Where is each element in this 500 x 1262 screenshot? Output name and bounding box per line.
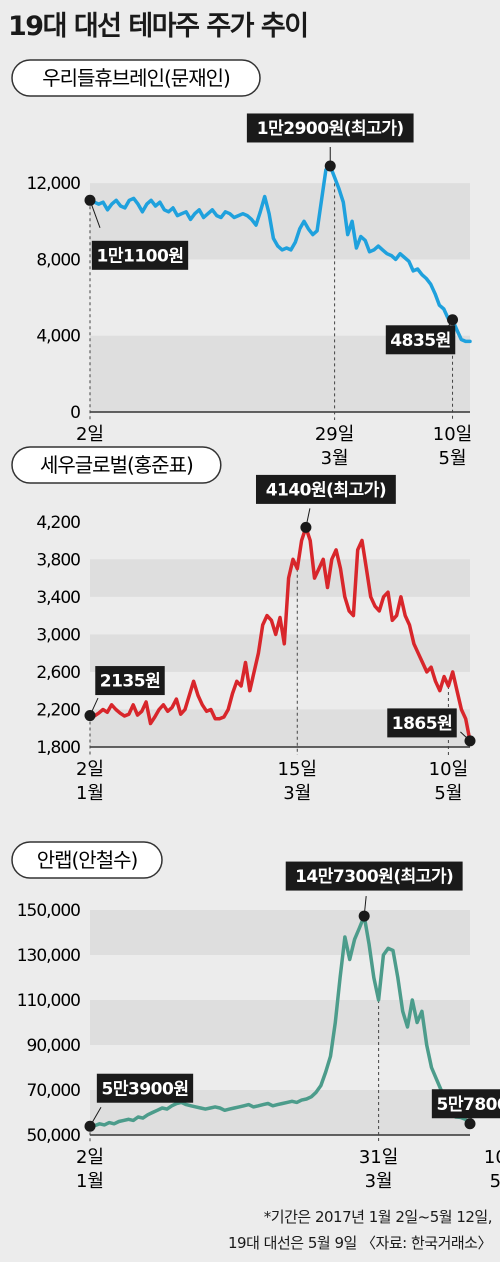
x-tick-month: 5월 — [439, 448, 467, 469]
x-tick-day: 2일 — [76, 424, 104, 445]
x-tick-day: 2일 — [76, 1147, 104, 1168]
footnote-line-1: *기간은 2017년 1월 2일~5월 12일, — [263, 1208, 493, 1226]
panel-title-pill — [11, 841, 163, 879]
annotation-marker — [84, 1120, 96, 1132]
annotation-marker — [84, 710, 96, 722]
annotation-label-text: 5만7800원 — [437, 1095, 500, 1115]
y-tick-label: 4,200 — [36, 513, 80, 533]
x-tick-day: 15일 — [278, 759, 317, 780]
annotation-label-bg — [95, 666, 165, 696]
annotation-marker — [300, 521, 312, 533]
annotation-label-bg — [431, 1089, 500, 1119]
x-tick-month: 3월 — [321, 448, 349, 469]
annotation-label-text: 2135원 — [100, 672, 160, 692]
grid-band — [90, 634, 470, 672]
series-line — [88, 525, 472, 743]
x-tick-month: 1월 — [76, 1171, 104, 1192]
x-tick-day: 29일 — [315, 424, 354, 445]
page-title: 19대 대선 테마주 주가 추이 — [8, 11, 309, 42]
annotation-marker — [464, 735, 476, 747]
x-tick-month: 5월 — [434, 783, 462, 804]
x-tick-day: 10일 — [433, 424, 472, 445]
annotation-label-bg — [385, 325, 456, 355]
y-tick-label: 50,000 — [27, 1126, 81, 1146]
x-tick-day: 2일 — [76, 759, 104, 780]
footnote-line-2: 19대 대선은 5월 9일 〈자료: 한국거래소〉 — [228, 1234, 492, 1252]
annotation-marker — [324, 160, 336, 172]
x-tick-month: 3월 — [283, 783, 311, 804]
y-tick-label: 3,000 — [36, 625, 80, 645]
panel-title: 세우글로벌(홍준표) — [40, 453, 193, 477]
x-tick-day: 31일 — [359, 1147, 398, 1168]
x-tick-day: 10일 — [484, 1147, 500, 1168]
annotation-marker — [84, 194, 96, 206]
y-tick-label: 3,800 — [36, 550, 80, 570]
chart-panel-ahn: 안랩(안철수) 50,000 70,000 90,000 110,000 130,000 1… — [11, 841, 500, 1192]
y-tick-label: 70,000 — [27, 1081, 81, 1101]
chart-panel-moon: 우리들휴브레인(문재인)04,0008,00012,0002일1월29일3월10… — [11, 59, 472, 469]
x-tick-month: 5월 — [490, 1171, 500, 1192]
annotation-label-text: 5만3900원 — [102, 1079, 189, 1099]
y-tick-label: 3,400 — [36, 588, 80, 608]
annotation-marker — [447, 314, 459, 326]
x-tick-day: 10일 — [429, 759, 468, 780]
annotation-label-text: 4140원(최고가) — [266, 481, 386, 501]
chart-panel-hong: 세우글로벌(홍준표) 1,800 2,200 2,600 3,000 3,400 3,800… — [11, 446, 476, 804]
annotation-label-bg — [96, 1073, 194, 1103]
annotation-label-bg — [255, 474, 396, 504]
y-tick-label: 110,000 — [17, 991, 80, 1011]
annotation-label-text: 1865원 — [392, 714, 452, 734]
panel-title-pill — [11, 59, 261, 97]
y-tick-label: 8,000 — [36, 250, 80, 270]
y-tick-label: 130,000 — [17, 946, 80, 966]
annotation-label-text: 4835원 — [390, 331, 450, 351]
y-tick-label: 12,000 — [27, 174, 81, 194]
y-tick-label: 0 — [70, 403, 80, 423]
annotation-label-bg — [246, 113, 414, 143]
grid-band — [90, 559, 470, 597]
annotation-marker — [358, 910, 370, 922]
annotation-label-bg — [387, 708, 457, 738]
annotation-label-bg — [285, 861, 463, 891]
y-tick-label: 2,600 — [36, 663, 80, 683]
annotation-label-text: 1만2900원(최고가) — [257, 119, 404, 139]
y-tick-label: 4,000 — [36, 327, 80, 347]
y-tick-label: 2,200 — [36, 700, 80, 720]
series-line — [88, 164, 472, 344]
panel-title-pill — [11, 446, 222, 484]
x-tick-month: 3월 — [365, 1171, 393, 1192]
y-tick-label: 150,000 — [17, 901, 80, 921]
panel-title: 우리들휴브레인(문재인) — [42, 66, 230, 90]
grid-band — [90, 910, 470, 955]
annotation-label-bg — [91, 240, 189, 270]
annotation-label-text: 14만7300원(최고가) — [295, 867, 453, 887]
y-tick-label: 90,000 — [27, 1036, 81, 1056]
series-line — [88, 914, 472, 1128]
panel-title: 안랩(안철수) — [37, 848, 138, 872]
x-tick-month: 1월 — [76, 783, 104, 804]
y-tick-label: 1,800 — [36, 738, 80, 758]
annotation-label-text: 1만1100원 — [97, 246, 184, 266]
annotation-marker — [464, 1118, 476, 1130]
